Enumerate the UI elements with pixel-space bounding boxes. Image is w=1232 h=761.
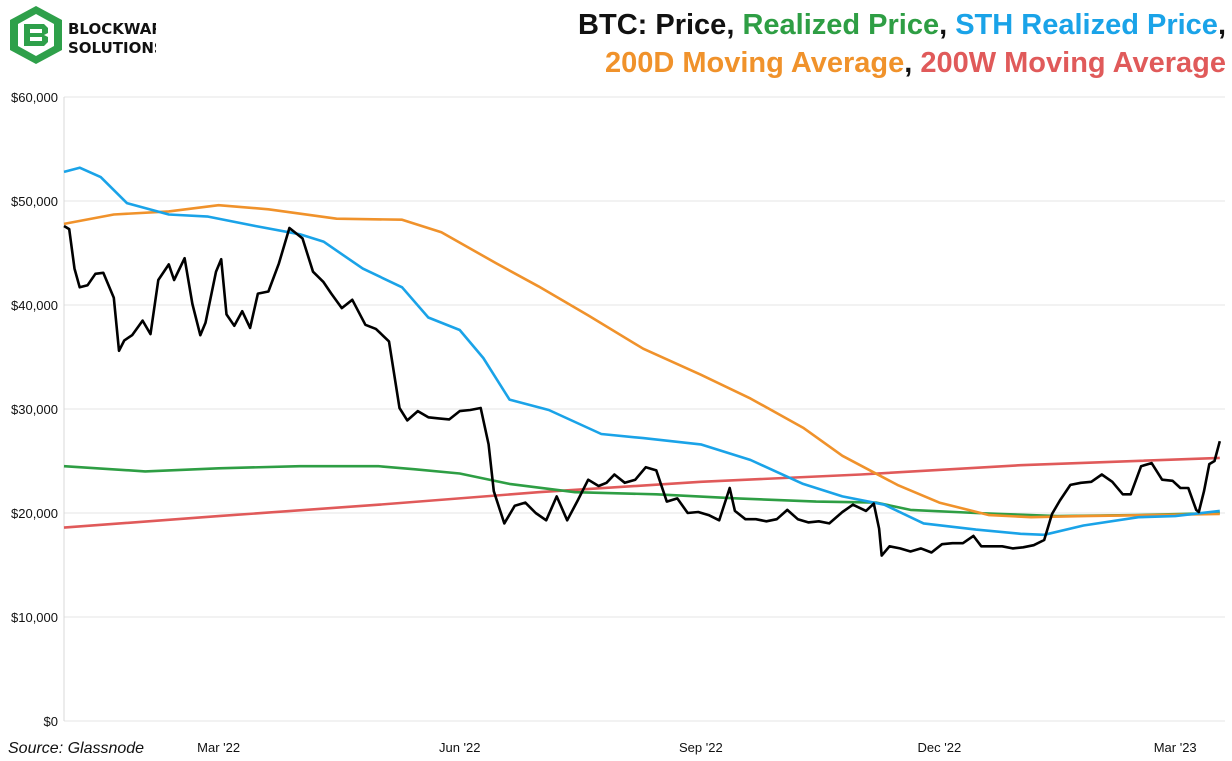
logo-line2: SOLUTIONS [68,39,156,57]
title-line2-part-1: , [904,47,921,79]
y-tick-label: $60,000 [11,90,58,105]
logo-mark [10,6,62,64]
series-line-price [63,224,1222,557]
title-line2-part-0: 200D Moving Average [604,47,905,79]
x-axis-ticks: Mar '22 Jun '22 Sep '22 Dec '22 Mar '23 [197,740,1197,755]
series-line-200d-moving-average [63,203,1220,519]
y-tick-label: $20,000 [11,506,58,521]
x-tick-label: Mar '22 [197,740,240,755]
series-line-200w-moving-average [63,456,1220,529]
grid [63,96,1225,722]
series-line-sth-realized-price [63,166,1220,537]
y-tick-label: $0 [44,714,58,729]
y-tick-label: $10,000 [11,610,58,625]
series-line-realized-price [63,464,1220,518]
title-line1-part-1: , [726,9,743,41]
source-label: Source: Glassnode [8,740,145,757]
title-line1-part-5: , [1217,9,1226,41]
y-axis-ticks: $0 $10,000 $20,000 $30,000 $40,000 $50,000 $60… [11,90,58,729]
y-tick-label: $50,000 [11,194,58,209]
title-line1-part-0: Price [655,9,727,41]
title-prefix: BTC: [578,9,656,41]
title-line2-part-2: 200W Moving Average [920,47,1226,79]
title-line1: BTC: Price, Realized Price, STH Realized… [578,6,1226,44]
y-tick-label: $40,000 [11,298,58,313]
title-line2: 200D Moving Average, 200W Moving Average [578,44,1226,82]
series-lines [63,166,1222,557]
x-tick-label: Dec '22 [918,740,962,755]
title-line1-part-2: Realized Price [742,9,940,41]
logo-line1: BLOCKWARE [68,20,156,38]
x-tick-label: Sep '22 [679,740,723,755]
y-tick-label: $30,000 [11,402,58,417]
x-tick-label: Mar '23 [1154,740,1197,755]
x-tick-label: Jun '22 [439,740,481,755]
title-line1-part-4: STH Realized Price [955,9,1218,41]
blockware-logo: BLOCKWARE SOLUTIONS [10,6,156,64]
chart-title: BTC: Price, Realized Price, STH Realized… [578,6,1226,82]
title-line1-part-3: , [939,9,956,41]
